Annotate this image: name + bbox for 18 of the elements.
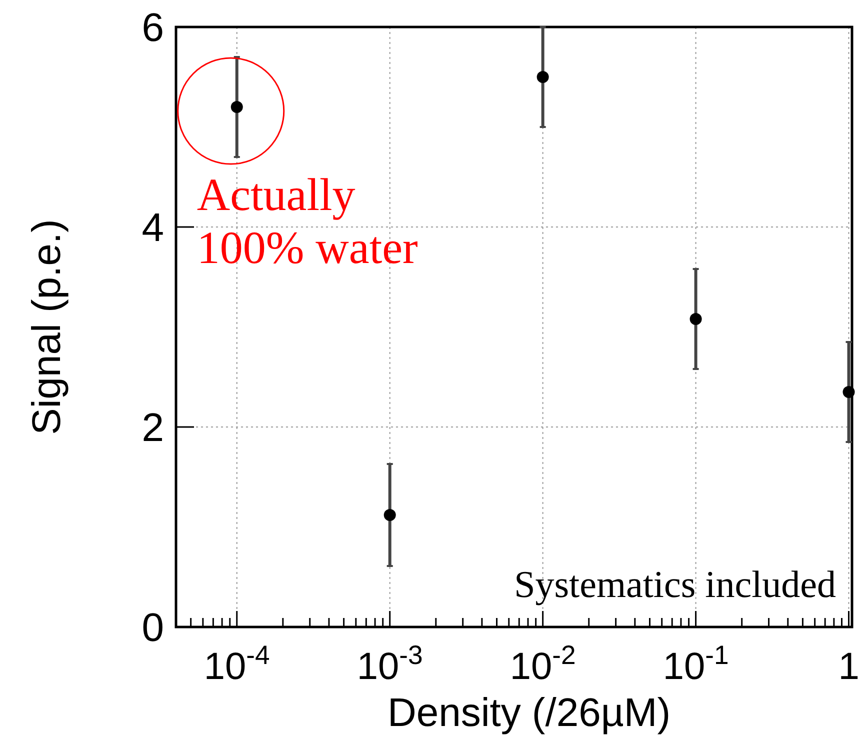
y-tick-label: 6 (142, 6, 164, 50)
point (230, 101, 243, 113)
annotation: Systematics included (514, 564, 836, 606)
x-tick-label: 10$^{-2}$ (510, 640, 576, 688)
point (842, 386, 855, 398)
y-tick-label: 2 (142, 406, 164, 450)
annotation: Actually 100% water (196, 169, 418, 273)
x-tick-label: 1 (838, 646, 858, 688)
x-tick-label: 10$^{-4}$ (204, 640, 270, 688)
x-axis-title: Density (/26µM) (387, 691, 671, 735)
point (384, 509, 396, 521)
x-tick-label: 10$^{-1}$ (662, 640, 729, 688)
y-axis-title: Signal (p.e.) (25, 219, 69, 435)
x-tick-label: 10$^{-3}$ (356, 640, 423, 688)
y-tick-label: 4 (142, 206, 164, 250)
point (690, 313, 702, 325)
point (536, 71, 549, 83)
y-tick-label: 0 (142, 606, 164, 650)
